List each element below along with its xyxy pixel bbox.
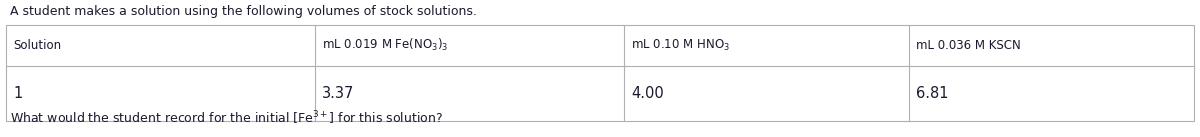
Text: 4.00: 4.00: [631, 86, 664, 101]
Text: mL 0.036 M KSCN: mL 0.036 M KSCN: [916, 39, 1021, 52]
Text: 1: 1: [13, 86, 23, 101]
Bar: [6, 25, 1194, 121]
Text: A student makes a solution using the following volumes of stock solutions.: A student makes a solution using the fol…: [10, 5, 476, 18]
Text: Solution: Solution: [13, 39, 61, 52]
Text: 6.81: 6.81: [916, 86, 948, 101]
Text: mL 0.10 M HNO$_3$: mL 0.10 M HNO$_3$: [631, 38, 730, 53]
Text: What would the student record for the initial [Fe$^{3+}$] for this solution?: What would the student record for the in…: [10, 110, 443, 127]
Text: mL 0.019 M Fe(NO$_3$)$_3$: mL 0.019 M Fe(NO$_3$)$_3$: [322, 37, 449, 53]
Text: 3.37: 3.37: [322, 86, 354, 101]
